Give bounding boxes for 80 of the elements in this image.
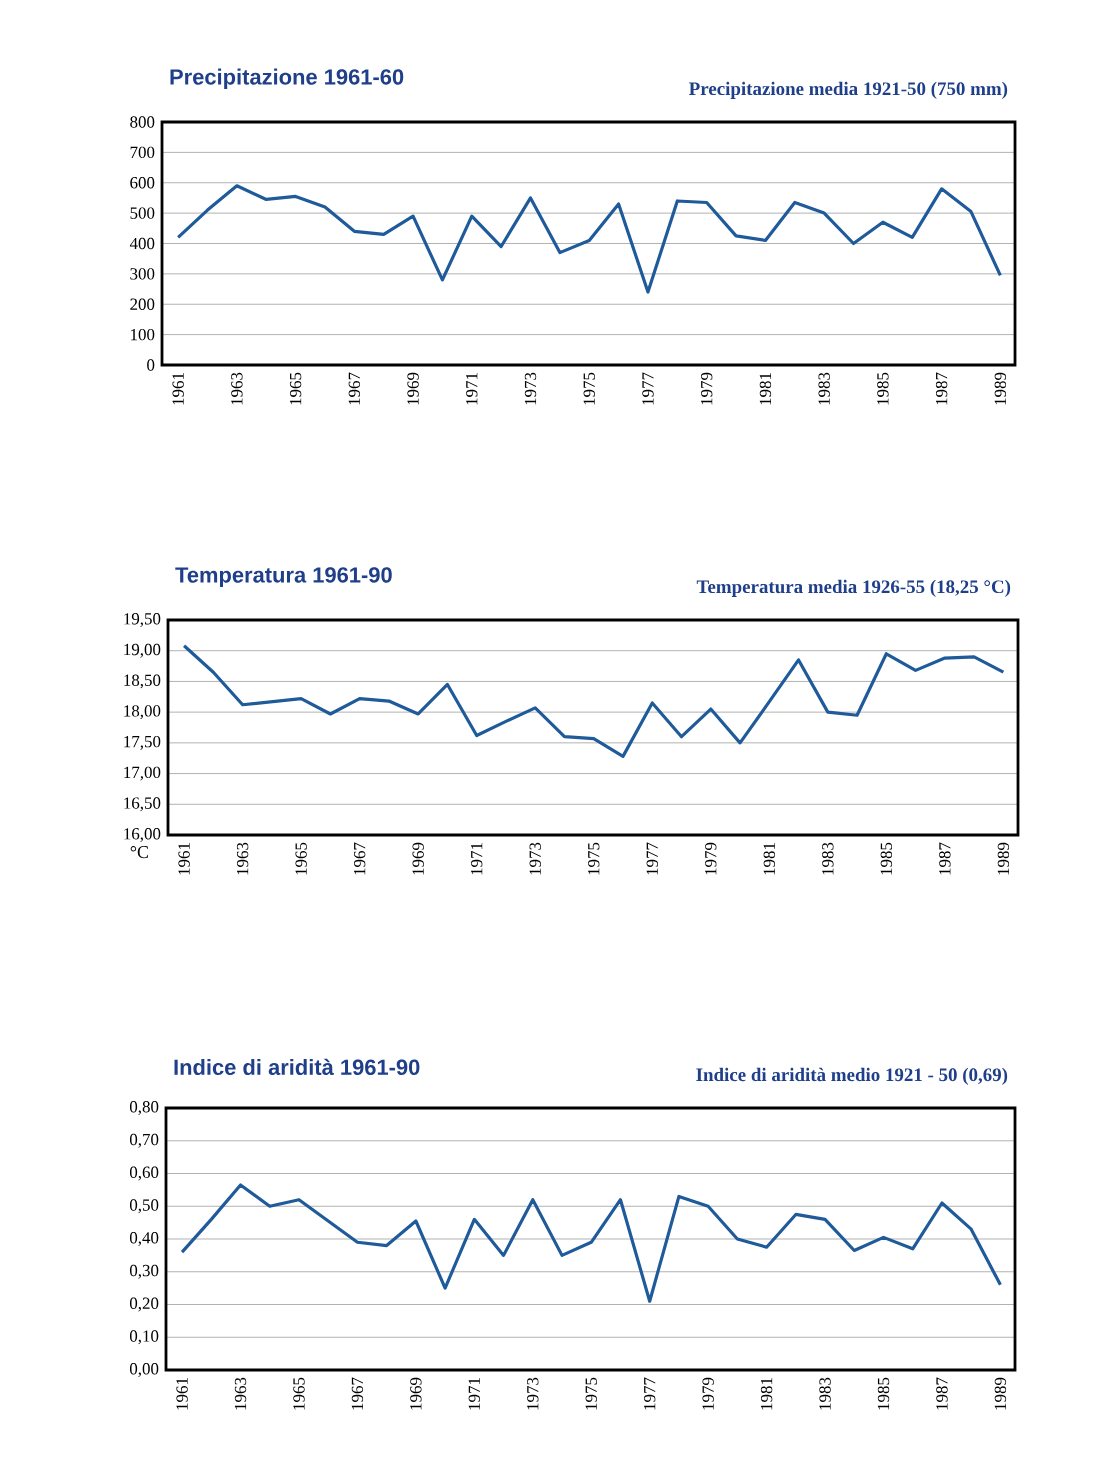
x-tick-label: 1977 xyxy=(642,372,654,405)
x-tick-label: 1969 xyxy=(410,1377,422,1410)
x-tick-label: 1971 xyxy=(471,843,483,875)
x-tick-label: 1965 xyxy=(295,842,307,875)
x-tick-label: 1961 xyxy=(176,1378,188,1410)
x-tick-label: 1987 xyxy=(939,842,951,875)
x-tick-label: 1975 xyxy=(585,1377,597,1410)
x-tick-label: 1971 xyxy=(466,373,478,405)
y-tick-label: 19,50 xyxy=(124,613,161,627)
chart-subtitle: Temperatura media 1926-55 (18,25 °C) xyxy=(696,579,1011,597)
y-tick-label: 18,00 xyxy=(124,705,161,720)
y-axis-title: °C xyxy=(130,846,148,859)
x-tick-label: 1983 xyxy=(822,842,834,875)
x-tick-label: 1977 xyxy=(643,1377,656,1410)
y-tick-label: 0,40 xyxy=(129,1232,159,1246)
chart-title: Precipitazione 1961-60 xyxy=(170,68,404,89)
chart-title: Temperatura 1961-90 xyxy=(175,567,392,587)
y-tick-label: 500 xyxy=(130,207,155,219)
line-series xyxy=(176,184,1002,294)
y-tick-label: 17,50 xyxy=(124,735,161,750)
y-tick-label: 200 xyxy=(130,298,155,310)
x-tick-label: 1975 xyxy=(583,372,595,405)
y-tick-label: 16,50 xyxy=(124,797,161,812)
y-tick-label: 0,70 xyxy=(129,1133,159,1148)
y-tick-label: 800 xyxy=(130,116,155,128)
x-tick-label: 1989 xyxy=(994,372,1007,405)
y-tick-label: 0,10 xyxy=(129,1330,159,1345)
y-tick-label: 700 xyxy=(130,146,155,159)
x-tick-label: 1977 xyxy=(646,842,658,875)
y-tick-label: 400 xyxy=(129,237,155,250)
chart-subtitle: Precipitazione media 1921-50 (750 mm) xyxy=(689,81,1008,99)
x-tick-label: 1967 xyxy=(353,842,366,875)
x-tick-label: 1981 xyxy=(763,843,775,875)
x-tick-label: 1971 xyxy=(468,1378,481,1410)
x-tick-label: 1985 xyxy=(880,842,893,875)
x-tick-label: 1967 xyxy=(351,1377,364,1410)
x-tick-label: 1975 xyxy=(588,842,600,875)
x-tick-label: 1969 xyxy=(412,842,424,875)
x-tick-label: 1979 xyxy=(701,372,713,405)
y-tick-label: 100 xyxy=(131,328,155,341)
x-tick-label: 1987 xyxy=(936,1377,948,1410)
x-tick-label: 1965 xyxy=(289,372,302,405)
x-tick-label: 1983 xyxy=(818,372,830,405)
x-tick-label: 1961 xyxy=(172,373,184,405)
y-tick-label: 19,00 xyxy=(124,643,161,658)
x-tick-label: 1981 xyxy=(760,1378,773,1410)
y-tick-label: 0,50 xyxy=(129,1199,159,1214)
x-tick-label: 1973 xyxy=(529,842,541,875)
y-tick-label: 300 xyxy=(130,268,155,280)
x-tick-label: 1983 xyxy=(819,1377,831,1410)
line-series xyxy=(180,1183,1002,1303)
chart-subtitle: Indice di aridità medio 1921 - 50 (0,69) xyxy=(696,1067,1008,1085)
x-tick-label: 1981 xyxy=(759,373,772,405)
y-tick-label: 600 xyxy=(130,177,155,189)
y-tick-label: 0,60 xyxy=(129,1166,159,1181)
x-tick-label: 1963 xyxy=(236,842,249,875)
x-tick-label: 1985 xyxy=(877,372,889,405)
y-tick-label: 0,20 xyxy=(129,1297,159,1312)
x-tick-label: 1969 xyxy=(407,372,419,405)
y-tick-label: 17,00 xyxy=(124,766,161,781)
x-tick-label: 1987 xyxy=(935,372,948,405)
y-tick-label: 16,00 xyxy=(124,828,161,842)
y-tick-label: 0 xyxy=(147,359,155,371)
chart-title: Indice di aridità 1961-90 xyxy=(174,1058,420,1076)
x-tick-label: 1961 xyxy=(178,843,190,875)
x-tick-label: 1973 xyxy=(527,1377,539,1410)
y-tick-label: 0,80 xyxy=(129,1101,159,1115)
x-tick-label: 1973 xyxy=(524,372,537,405)
x-tick-label: 1979 xyxy=(702,1377,714,1410)
x-tick-label: 1979 xyxy=(705,842,717,875)
y-tick-label: 0,00 xyxy=(129,1363,159,1377)
x-tick-label: 1989 xyxy=(997,842,1010,875)
x-tick-label: 1963 xyxy=(231,372,243,405)
x-tick-label: 1985 xyxy=(877,1377,890,1410)
x-tick-label: 1963 xyxy=(234,1377,247,1410)
y-tick-label: 0,30 xyxy=(129,1264,159,1279)
x-tick-label: 1989 xyxy=(994,1377,1007,1410)
x-tick-label: 1967 xyxy=(348,372,361,405)
y-tick-label: 18,50 xyxy=(124,674,161,689)
x-tick-label: 1965 xyxy=(293,1377,305,1410)
